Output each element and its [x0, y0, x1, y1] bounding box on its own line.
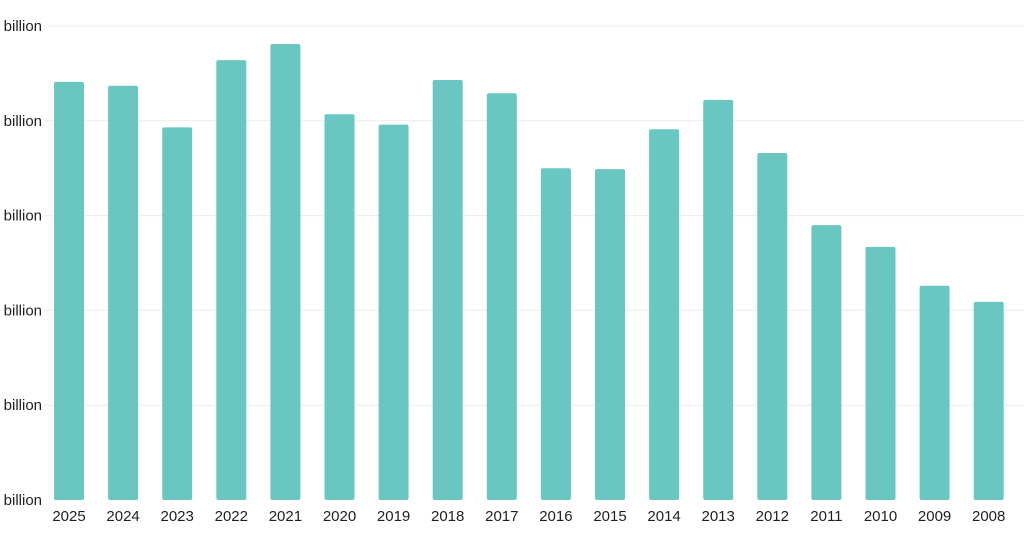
- x-tick-label: 2018: [431, 508, 464, 525]
- bar-2017[interactable]: [486, 93, 517, 501]
- bar-2014[interactable]: [649, 129, 680, 501]
- bar-2015[interactable]: [595, 169, 625, 500]
- x-tick-label: 2016: [539, 508, 572, 525]
- x-axis-ticks: 2025 2024 2023 2022 2021 2020 2019 2018 2017 2016…: [52, 508, 1005, 525]
- x-tick-label: 2010: [864, 508, 897, 525]
- x-tick-label: 2021: [269, 508, 302, 525]
- bar-2025[interactable]: [54, 81, 84, 501]
- x-tick-label: 2008: [972, 508, 1005, 525]
- x-tick-label: 2024: [106, 508, 139, 525]
- bar-2016[interactable]: [540, 168, 571, 500]
- x-tick-label: 2025: [52, 508, 85, 525]
- x-tick-label: 2013: [702, 508, 735, 525]
- y-tick-label: billion: [4, 208, 42, 225]
- bar-2019[interactable]: [378, 124, 409, 500]
- x-tick-label: 2019: [377, 508, 410, 525]
- bar-2020[interactable]: [324, 114, 355, 500]
- y-tick-label: billion: [4, 113, 42, 130]
- bar-2021[interactable]: [270, 44, 301, 500]
- y-tick-label: billion: [4, 18, 42, 35]
- bar-2018[interactable]: [432, 80, 463, 500]
- bar-2023[interactable]: [162, 127, 193, 501]
- x-tick-label: 2011: [810, 508, 842, 525]
- y-tick-label: billion: [4, 302, 42, 319]
- gridlines: [44, 25, 1024, 406]
- y-axis-ticks: billion billion billion billion billion billi…: [4, 18, 42, 509]
- bar-2009[interactable]: [919, 285, 950, 500]
- bar-2008[interactable]: [973, 301, 1004, 500]
- x-tick-label: 2020: [323, 508, 356, 525]
- x-tick-label: 2012: [756, 508, 789, 525]
- bar-2013[interactable]: [703, 99, 734, 501]
- bar-2011[interactable]: [811, 225, 842, 500]
- bar-2012[interactable]: [757, 153, 788, 500]
- x-tick-label: 2014: [647, 508, 680, 525]
- bars: [54, 44, 1004, 501]
- x-tick-label: 2009: [918, 508, 951, 525]
- x-tick-label: 2015: [593, 508, 626, 525]
- y-tick-label: billion: [4, 397, 42, 414]
- bar-2022[interactable]: [216, 60, 247, 500]
- x-tick-label: 2017: [485, 508, 518, 525]
- bar-2010[interactable]: [865, 246, 896, 500]
- bar-2024[interactable]: [108, 85, 139, 500]
- x-tick-label: 2022: [215, 508, 248, 525]
- x-tick-label: 2023: [161, 508, 194, 525]
- y-tick-label: billion: [4, 492, 42, 509]
